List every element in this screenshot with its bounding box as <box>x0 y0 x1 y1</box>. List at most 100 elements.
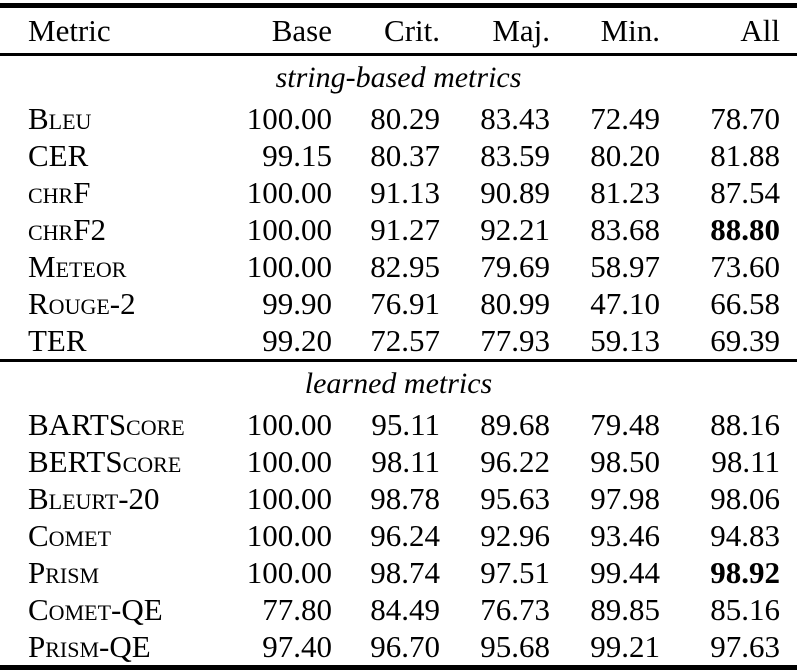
metric-value: 98.50 <box>590 444 660 479</box>
metric-value: 98.11 <box>371 444 440 479</box>
column-header-base: Base <box>271 13 332 48</box>
metric-value: 100.00 <box>246 444 332 479</box>
metric-name: BERTScore <box>28 444 182 479</box>
metric-name: Prism-QE <box>28 629 151 664</box>
metric-value: 100.00 <box>246 212 332 247</box>
metric-value: 88.16 <box>710 407 780 442</box>
column-header-crit: Crit. <box>384 13 440 48</box>
metric-name: Comet <box>28 518 112 553</box>
metric-value: 79.69 <box>480 249 550 284</box>
metric-name: BARTScore <box>28 407 185 442</box>
table-row: Prism 100.00 98.74 97.51 99.44 98.92 <box>0 554 797 591</box>
table-row: TER 99.20 72.57 77.93 59.13 69.39 <box>0 322 797 359</box>
metric-value: 96.22 <box>480 444 550 479</box>
table-row: Meteor 100.00 82.95 79.69 58.97 73.60 <box>0 248 797 285</box>
metric-value: 99.20 <box>262 323 332 358</box>
metric-name: Rouge-2 <box>28 286 136 321</box>
table-row: Prism-QE 97.40 96.70 95.68 99.21 97.63 <box>0 628 797 665</box>
metric-value: 58.97 <box>590 249 660 284</box>
metric-value: 91.13 <box>370 175 440 210</box>
metric-value: 59.13 <box>590 323 660 358</box>
metric-value: 85.16 <box>710 592 780 627</box>
metric-name: chrF2 <box>28 212 106 247</box>
metric-value: 89.68 <box>480 407 550 442</box>
table-row: CER 99.15 80.37 83.59 80.20 81.88 <box>0 137 797 174</box>
metric-value: 83.59 <box>480 138 550 173</box>
metric-value: 100.00 <box>246 175 332 210</box>
header-separator-rule <box>0 53 797 56</box>
metric-value: 95.63 <box>480 481 550 516</box>
metric-value: 97.40 <box>262 629 332 664</box>
metric-value: 84.49 <box>370 592 440 627</box>
metric-value: 83.68 <box>590 212 660 247</box>
section-title: learned metrics <box>304 367 493 400</box>
table-row: Bleurt-20 100.00 98.78 95.63 97.98 98.06 <box>0 480 797 517</box>
metric-value: 72.57 <box>370 323 440 358</box>
table-header-row: Metric Base Crit. Maj. Min. All <box>0 8 797 53</box>
metric-value: 88.80 <box>710 212 780 247</box>
metric-value: 80.37 <box>370 138 440 173</box>
metric-value: 91.27 <box>370 212 440 247</box>
metric-value: 79.48 <box>590 407 660 442</box>
metric-name: chrF <box>28 175 91 210</box>
metric-value: 82.95 <box>370 249 440 284</box>
metric-value: 90.89 <box>480 175 550 210</box>
metric-value: 76.73 <box>480 592 550 627</box>
column-header-min: Min. <box>600 13 660 48</box>
metric-value: 89.85 <box>590 592 660 627</box>
metric-name: Prism <box>28 555 100 590</box>
metric-value: 95.11 <box>371 407 440 442</box>
metric-value: 83.43 <box>480 101 550 136</box>
column-header-maj: Maj. <box>492 13 550 48</box>
metric-value: 73.60 <box>710 249 780 284</box>
table-row: Comet 100.00 96.24 92.96 93.46 94.83 <box>0 517 797 554</box>
metric-name: Comet-QE <box>28 592 163 627</box>
section-title: string-based metrics <box>275 61 522 94</box>
metric-value: 98.11 <box>711 444 780 479</box>
table-body: string-based metrics Bleu 100.00 80.29 83.43… <box>0 56 797 665</box>
table-bottom-rule <box>0 665 797 670</box>
metric-name: TER <box>28 323 87 358</box>
metric-value: 100.00 <box>246 101 332 136</box>
metric-value: 92.21 <box>480 212 550 247</box>
metric-value: 97.63 <box>710 629 780 664</box>
metric-value: 69.39 <box>710 323 780 358</box>
metric-value: 99.15 <box>262 138 332 173</box>
metric-value: 93.46 <box>590 518 660 553</box>
table-row: chrF2 100.00 91.27 92.21 83.68 88.80 <box>0 211 797 248</box>
metric-value: 99.90 <box>262 286 332 321</box>
metric-value: 100.00 <box>246 555 332 590</box>
metric-value: 98.06 <box>710 481 780 516</box>
table-row: Bleu 100.00 80.29 83.43 72.49 78.70 <box>0 100 797 137</box>
metric-value: 92.96 <box>480 518 550 553</box>
table-top-rule <box>0 3 797 8</box>
metric-value: 100.00 <box>246 249 332 284</box>
table-row: Rouge-2 99.90 76.91 80.99 47.10 66.58 <box>0 285 797 322</box>
table-row: chrF 100.00 91.13 90.89 81.23 87.54 <box>0 174 797 211</box>
table-row: BARTScore 100.00 95.11 89.68 79.48 88.16 <box>0 406 797 443</box>
metric-value: 80.99 <box>480 286 550 321</box>
metric-name: Bleu <box>28 101 92 136</box>
metric-value: 99.44 <box>590 555 660 590</box>
metric-value: 98.78 <box>370 481 440 516</box>
metric-value: 96.70 <box>370 629 440 664</box>
metric-name: CER <box>28 138 89 173</box>
section-separator-rule <box>0 359 797 362</box>
metric-value: 95.68 <box>480 629 550 664</box>
metric-value: 78.70 <box>710 101 780 136</box>
metric-value: 77.80 <box>262 592 332 627</box>
metric-value: 100.00 <box>246 407 332 442</box>
metric-value: 99.21 <box>590 629 660 664</box>
metric-value: 94.83 <box>710 518 780 553</box>
metric-value: 87.54 <box>710 175 780 210</box>
metric-value: 81.88 <box>710 138 780 173</box>
metric-value: 77.93 <box>480 323 550 358</box>
metric-name: Bleurt-20 <box>28 481 160 516</box>
metric-value: 47.10 <box>590 286 660 321</box>
table-row: Comet-QE 77.80 84.49 76.73 89.85 85.16 <box>0 591 797 628</box>
column-header-all: All <box>740 13 780 48</box>
metric-value: 76.91 <box>370 286 440 321</box>
metric-value: 66.58 <box>710 286 780 321</box>
metric-value: 97.98 <box>590 481 660 516</box>
metric-value: 97.51 <box>480 555 550 590</box>
